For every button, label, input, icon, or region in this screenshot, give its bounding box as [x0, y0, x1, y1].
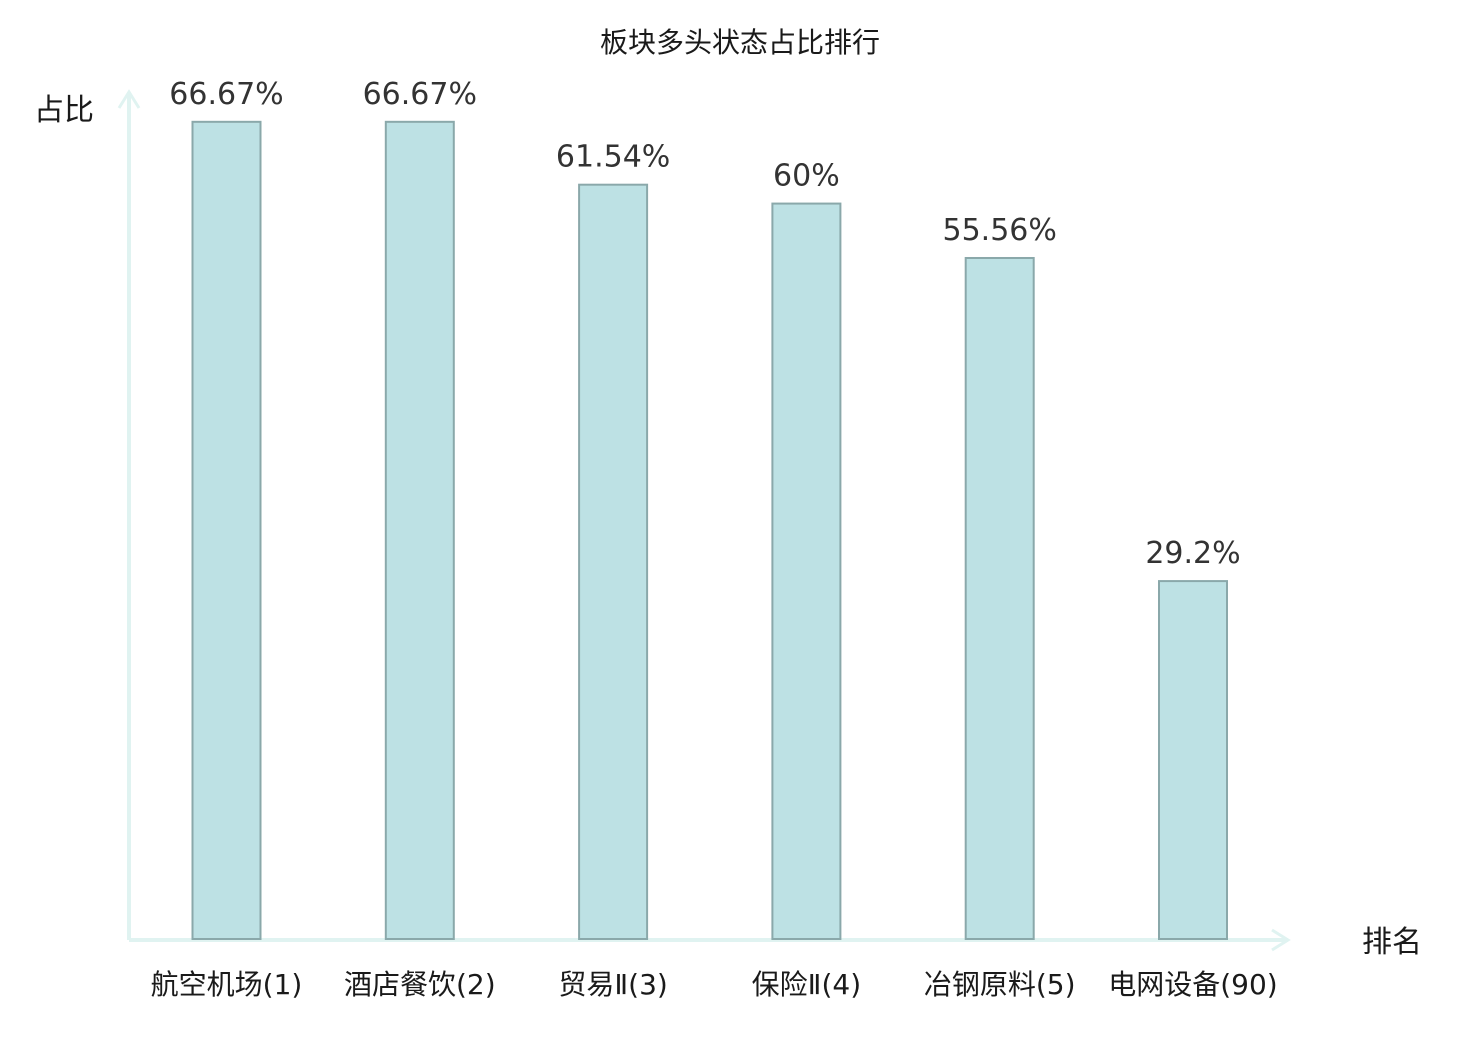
chart-title: 板块多头状态占比排行	[600, 26, 880, 59]
bar-3	[771, 202, 842, 941]
value-label-1: 66.67%	[363, 77, 477, 112]
value-label-4: 55.56%	[943, 213, 1057, 248]
bars-group: 66.67% 航空机场(1) 66.67% 酒店餐饮(2) 61.54% 贸易Ⅱ(3) 60…	[151, 77, 1278, 1001]
y-axis-label: 占比	[34, 93, 94, 128]
category-label-2: 贸易Ⅱ(3)	[558, 968, 667, 1001]
category-label-1: 酒店餐饮(2)	[344, 968, 496, 1001]
bar-0	[191, 120, 262, 940]
bar-2	[578, 183, 649, 940]
category-label-4: 冶钢原料(5)	[924, 968, 1076, 1001]
value-label-2: 61.54%	[556, 140, 670, 175]
category-label-0: 航空机场(1)	[151, 968, 303, 1001]
x-axis-arrow	[1271, 928, 1291, 952]
bar-5	[1158, 580, 1228, 940]
bar-1	[384, 120, 455, 940]
value-label-3: 60%	[773, 159, 840, 194]
category-label-3: 保险Ⅱ(4)	[752, 968, 861, 1001]
value-label-5: 29.2%	[1145, 536, 1240, 571]
value-label-0: 66.67%	[169, 77, 283, 112]
bar-4	[964, 256, 1035, 940]
y-axis-arrow	[117, 89, 141, 109]
category-label-5: 电网设备(90)	[1108, 968, 1277, 1001]
x-axis-label: 排名	[1362, 925, 1422, 960]
